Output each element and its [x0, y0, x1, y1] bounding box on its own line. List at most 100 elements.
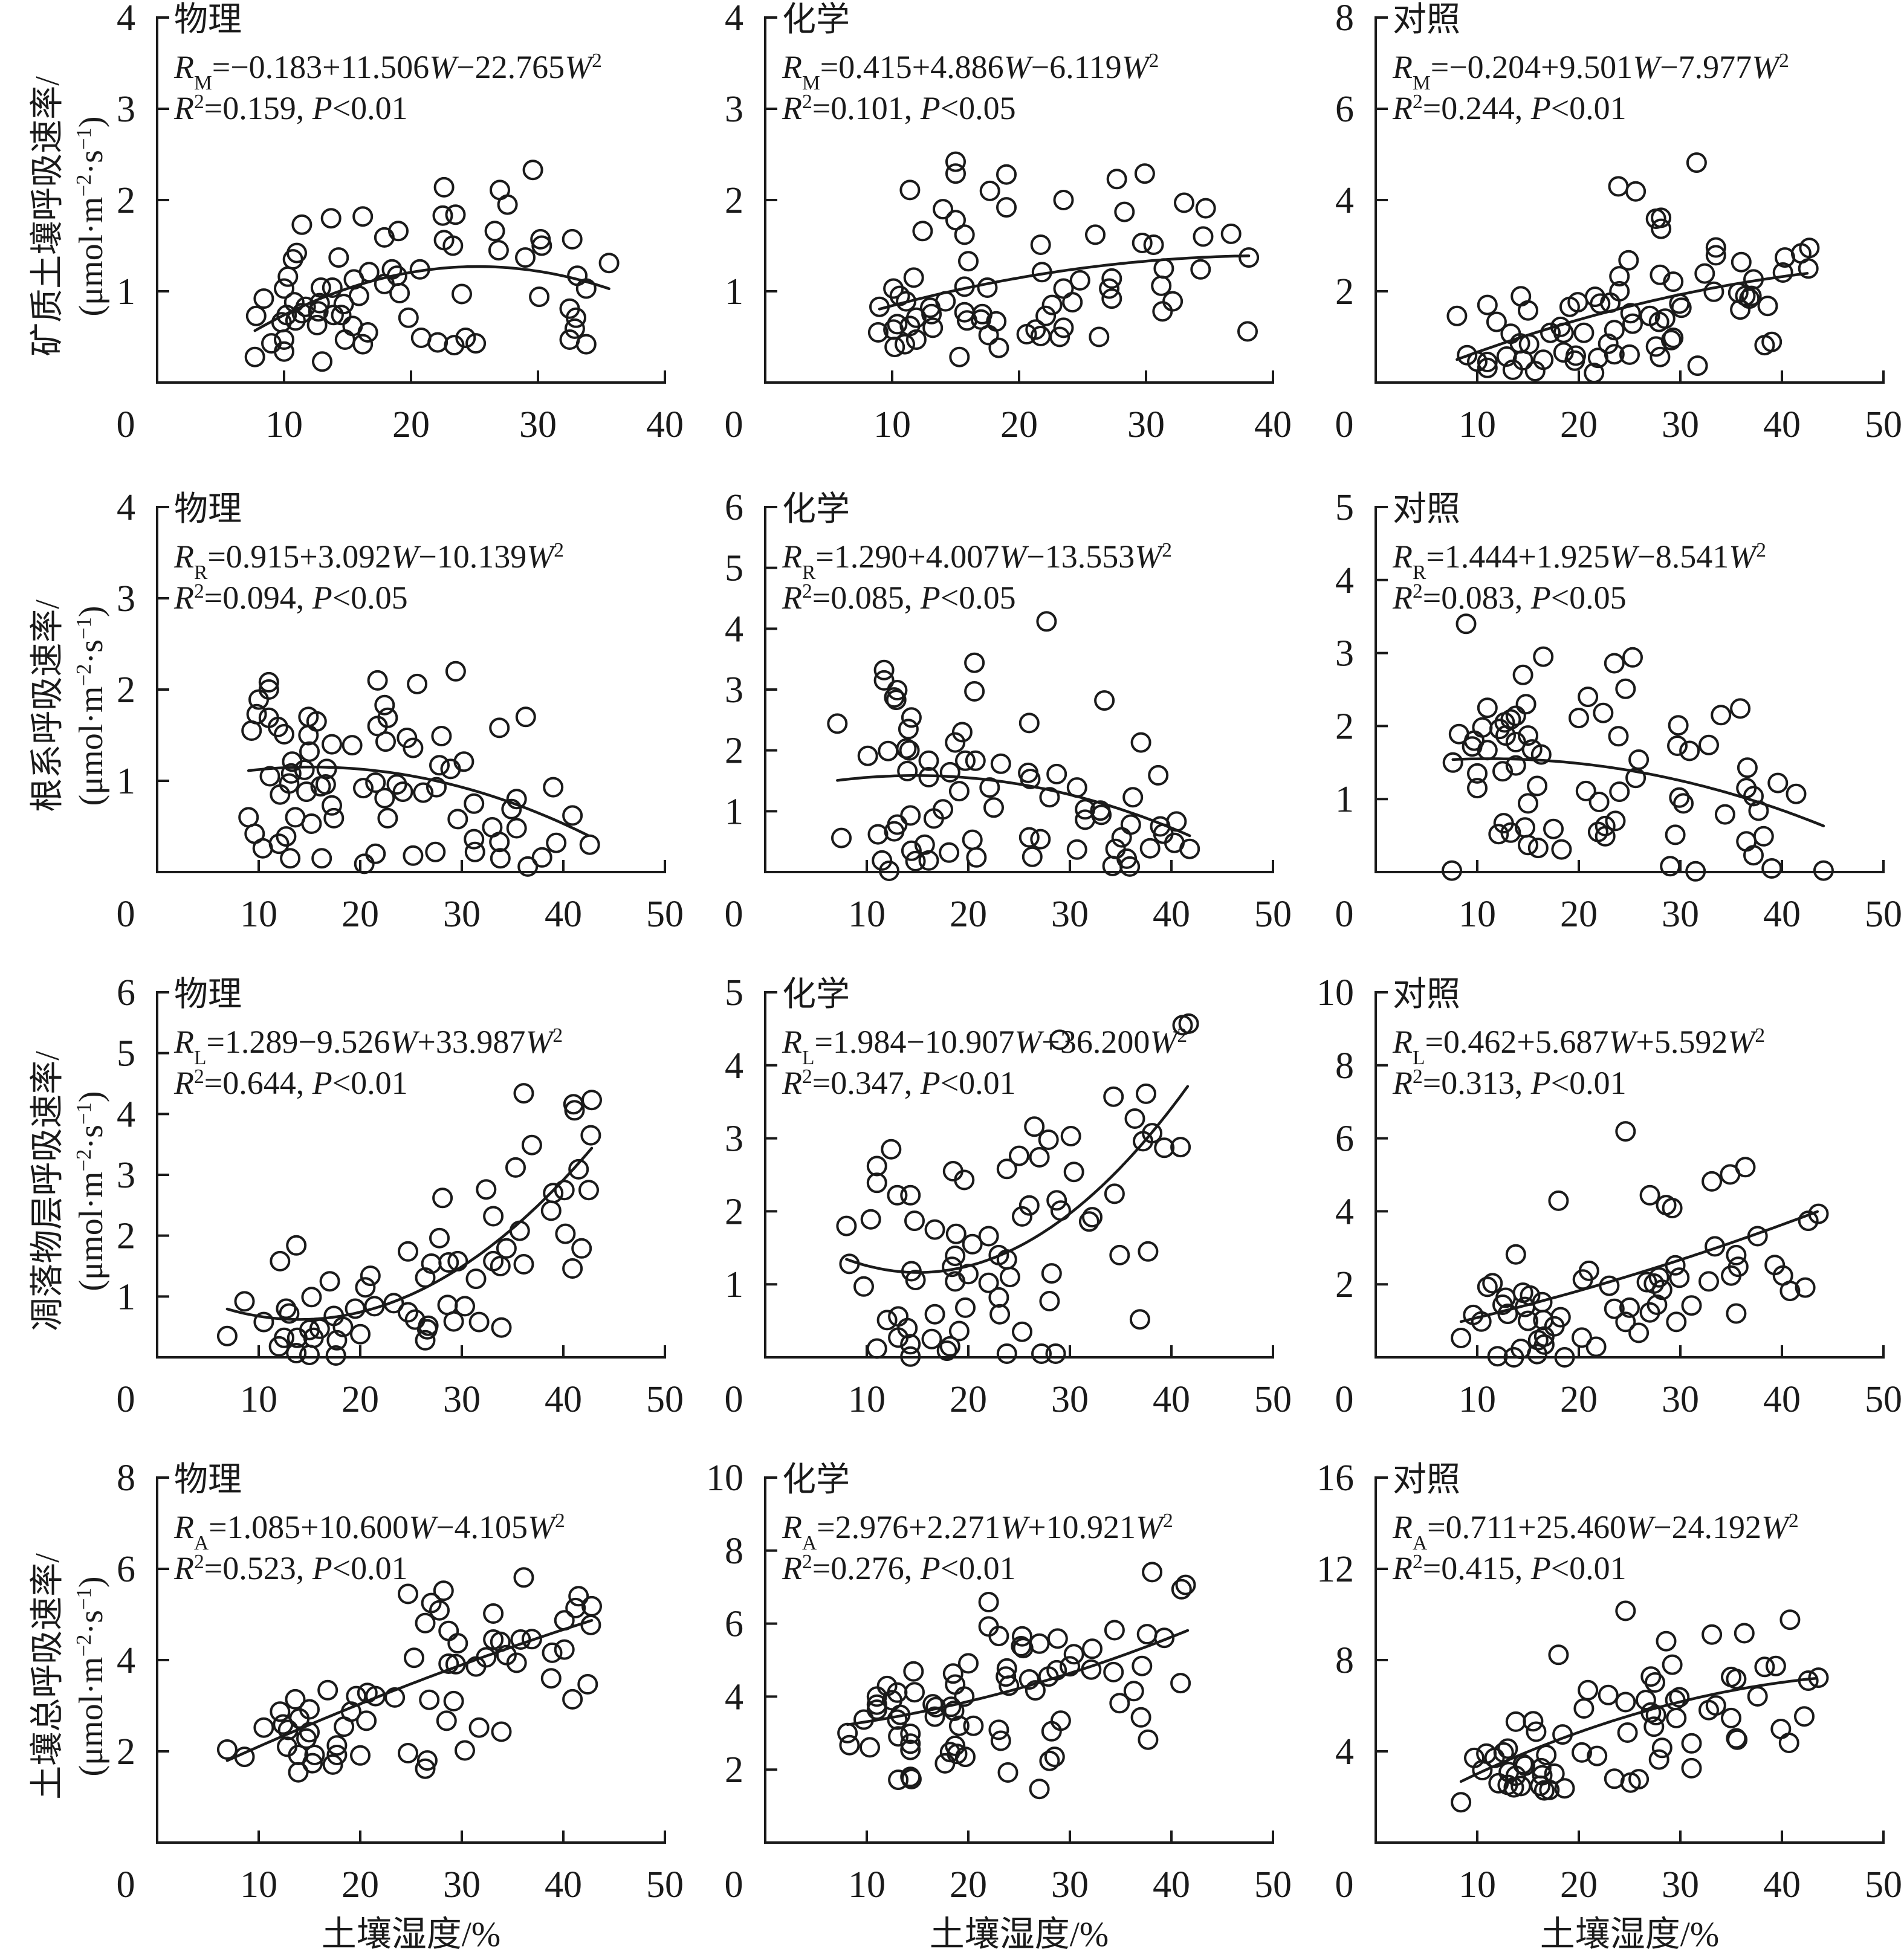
- data-point: [398, 307, 419, 328]
- data-point: [1511, 286, 1532, 307]
- data-point: [1477, 357, 1498, 378]
- data-point: [1170, 1673, 1191, 1694]
- data-point: [415, 1267, 436, 1288]
- data-point: [497, 194, 518, 215]
- data-point: [866, 1694, 887, 1715]
- data-point: [1669, 1687, 1690, 1708]
- data-point: [506, 789, 527, 810]
- data-point: [1533, 1326, 1555, 1347]
- data-point: [1593, 702, 1614, 723]
- data-point: [253, 288, 274, 309]
- data-point: [1686, 152, 1707, 173]
- data-point: [496, 1238, 517, 1259]
- data-point: [1484, 1747, 1505, 1768]
- x-tick-label-origin: 0: [117, 894, 135, 935]
- data-point: [1753, 826, 1774, 847]
- data-point: [509, 1220, 530, 1241]
- x-axis-title: 土壤湿度/%: [1540, 1915, 1719, 1954]
- data-point: [1679, 740, 1700, 761]
- data-point: [580, 1614, 601, 1635]
- data-point: [958, 1264, 979, 1285]
- data-point: [1060, 1126, 1081, 1146]
- data-point: [872, 850, 893, 871]
- data-point: [381, 259, 403, 280]
- data-point: [1523, 1711, 1544, 1732]
- y-tick-label: 8: [1335, 1640, 1354, 1681]
- data-point: [409, 259, 430, 280]
- data-point: [1779, 1609, 1801, 1630]
- data-point: [1645, 1705, 1666, 1725]
- data-point: [921, 1328, 942, 1349]
- data-point: [1024, 1116, 1045, 1137]
- data-point: [941, 1696, 962, 1717]
- data-point: [1573, 1698, 1595, 1719]
- y-tick-label: 3: [117, 1155, 135, 1196]
- y-tick-label: 8: [725, 1531, 743, 1572]
- data-point: [1628, 749, 1650, 770]
- y-tick-label: 16: [1316, 1458, 1354, 1499]
- x-tick-label: 20: [342, 894, 379, 935]
- data-point: [1737, 757, 1758, 778]
- data-point: [1705, 237, 1726, 258]
- data-point: [1170, 1137, 1191, 1158]
- data-point: [896, 291, 917, 312]
- data-point: [1148, 764, 1169, 786]
- data-point: [918, 750, 939, 771]
- x-tick-label: 10: [240, 1379, 277, 1420]
- data-point: [491, 1721, 512, 1742]
- data-point: [319, 1271, 340, 1292]
- data-point: [1062, 292, 1083, 313]
- data-point: [522, 160, 543, 181]
- data-point: [1553, 322, 1574, 343]
- x-tick-label: 10: [1459, 894, 1496, 935]
- data-point: [1622, 313, 1643, 334]
- data-point: [427, 332, 448, 353]
- y-axis-title: 土壤总呼吸速率/(μmol·m−2·s−1): [29, 1553, 110, 1800]
- data-point: [245, 305, 267, 326]
- x-tick-label: 40: [545, 894, 582, 935]
- y-tick-label: 6: [117, 972, 135, 1013]
- y-tick-label: 4: [117, 1640, 135, 1681]
- y-tick-label: 3: [725, 670, 743, 711]
- data-point: [1666, 1707, 1687, 1728]
- data-point: [274, 278, 294, 299]
- data-point: [1619, 344, 1640, 365]
- regression-equation: RM=0.415+4.886W−6.119W2: [782, 49, 1159, 94]
- data-point: [1094, 690, 1115, 711]
- data-point: [445, 204, 466, 225]
- data-point: [1075, 809, 1096, 830]
- data-point: [1554, 1778, 1575, 1799]
- x-tick-label-origin: 0: [117, 1379, 135, 1420]
- x-tick-label: 20: [950, 1864, 987, 1905]
- data-point: [1527, 1343, 1548, 1365]
- data-point: [923, 808, 944, 829]
- y-tick-label: 4: [725, 1676, 743, 1717]
- row-y-axis-labels: 矿质土壤呼吸速率/(μmol·m−2·s−1)根系呼吸速率/(μmol·m−2·…: [29, 76, 110, 1800]
- data-point: [1617, 1722, 1638, 1743]
- x-tick-label: 20: [1000, 404, 1038, 445]
- data-point: [945, 732, 966, 753]
- data-point: [316, 758, 337, 780]
- data-point: [468, 1311, 490, 1333]
- data-point: [999, 1267, 1020, 1288]
- data-point: [398, 1743, 418, 1763]
- data-point: [1132, 233, 1153, 253]
- data-point: [274, 341, 294, 362]
- data-point: [1668, 715, 1689, 736]
- y-tick-label: 2: [117, 670, 135, 711]
- data-point: [1548, 1190, 1569, 1211]
- data-point: [1526, 1721, 1547, 1742]
- y-tick-label: 1: [725, 791, 743, 832]
- data-point: [1665, 824, 1686, 845]
- data-point: [1031, 1343, 1052, 1364]
- data-point: [1721, 1265, 1741, 1286]
- data-point: [407, 673, 428, 694]
- data-point: [1457, 344, 1478, 366]
- panel-title: 化学: [782, 1461, 850, 1499]
- data-point: [415, 1330, 436, 1351]
- panel-title: 对照: [1393, 491, 1460, 528]
- regression-stats: R2=0.644, P<0.01: [173, 1065, 408, 1101]
- data-point: [1044, 1747, 1065, 1768]
- data-point: [1605, 810, 1626, 832]
